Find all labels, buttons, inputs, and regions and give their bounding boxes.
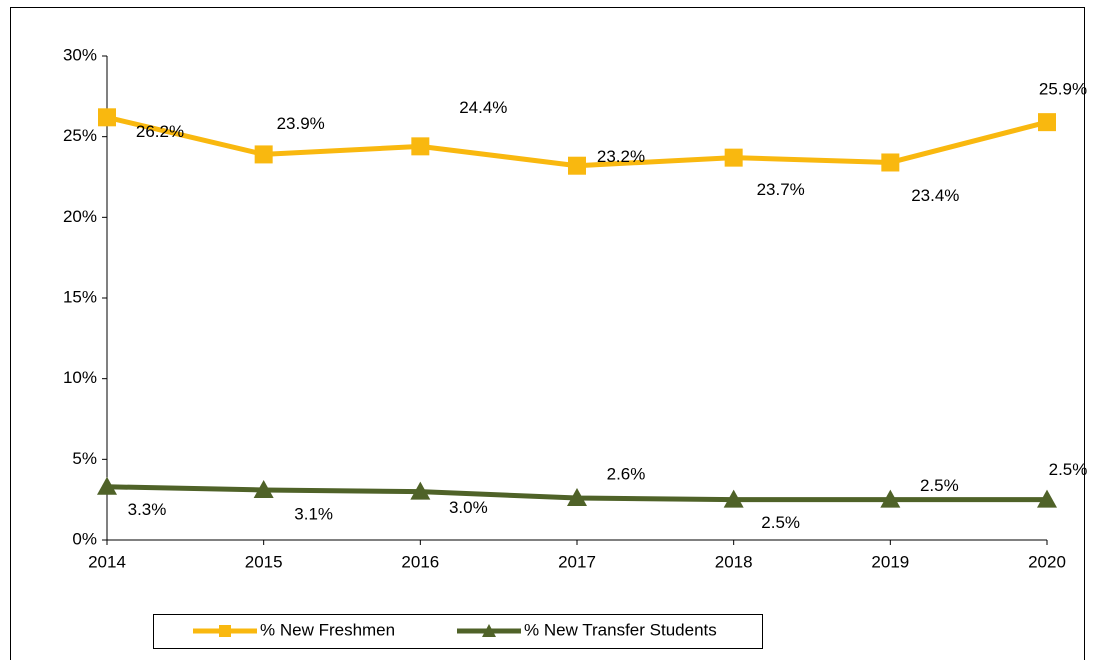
y-tick-label: 25% [63,126,97,145]
data-label: 2.6% [607,465,646,484]
data-label: 23.4% [911,186,959,205]
y-tick-label: 20% [63,207,97,226]
point-marker [880,489,901,508]
legend-marker [482,624,496,637]
point-marker [881,153,900,172]
point-marker [97,476,117,495]
x-tick-label: 2016 [401,552,439,571]
data-label: 3.3% [128,500,167,519]
data-label: 24.4% [459,98,507,117]
data-label: 2.5% [761,513,800,532]
legend-marker [219,625,231,637]
y-tick-label: 0% [72,529,97,548]
data-label: 23.2% [597,147,645,166]
y-tick-label: 5% [72,449,97,468]
point-marker [724,148,743,167]
x-tick-label: 2018 [715,552,753,571]
x-tick-label: 2017 [558,552,596,571]
x-tick-label: 2020 [1028,552,1066,571]
point-marker [1038,113,1056,132]
data-label: 25.9% [1039,80,1087,99]
y-tick-label: 10% [63,368,97,387]
point-marker [253,479,274,498]
point-marker [723,489,744,508]
data-label: 3.0% [449,498,488,517]
data-label: 2.5% [1049,460,1088,479]
data-label: 26.2% [136,122,184,141]
y-tick-label: 30% [63,45,97,64]
y-tick-label: 15% [63,287,97,306]
point-marker [98,108,116,127]
data-label: 3.1% [294,504,333,523]
point-marker [1037,489,1057,508]
data-label: 2.5% [920,476,959,495]
x-tick-label: 2015 [245,552,283,571]
data-label: 23.9% [277,114,325,133]
chart-frame [10,7,1085,660]
legend-label: % New Transfer Students [524,620,717,639]
point-marker [567,488,587,507]
point-marker [254,145,273,164]
x-tick-label: 2014 [88,552,126,571]
x-tick-label: 2019 [871,552,909,571]
legend-label: % New Freshmen [260,620,395,639]
point-marker [568,156,586,175]
data-label: 23.7% [757,180,805,199]
point-marker [411,137,430,156]
point-marker [410,481,431,500]
